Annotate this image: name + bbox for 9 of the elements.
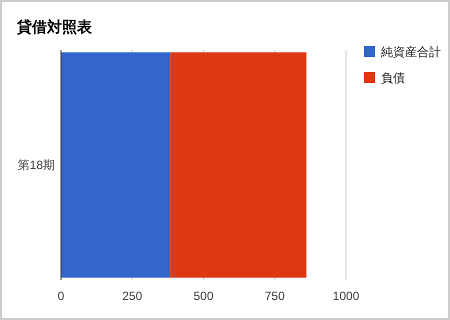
x-tick-label: 750 bbox=[264, 289, 286, 303]
legend-label: 純資産合計 bbox=[381, 45, 441, 59]
x-tick-label: 0 bbox=[58, 289, 65, 303]
x-tick-label: 500 bbox=[193, 289, 214, 303]
chart-title: 貸借対照表 bbox=[16, 18, 93, 36]
x-tick-label: 1000 bbox=[332, 289, 360, 303]
legend-label: 負債 bbox=[381, 71, 405, 85]
y-tick-label: 第18期 bbox=[18, 158, 55, 172]
x-tick-label: 250 bbox=[122, 289, 143, 303]
